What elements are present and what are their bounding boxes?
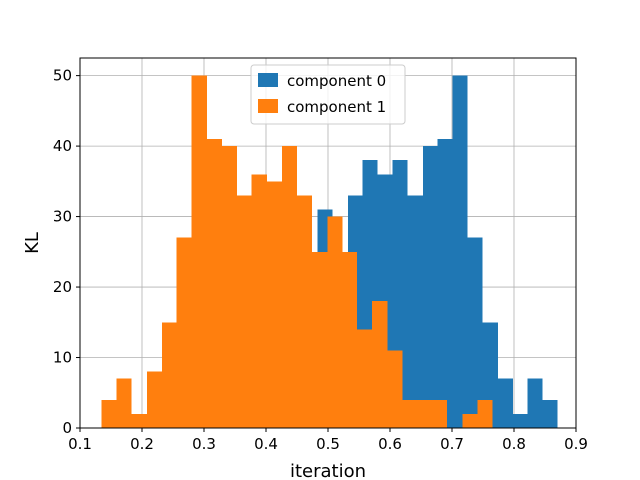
bar-component-0 bbox=[452, 75, 468, 428]
bar-component-1 bbox=[327, 216, 343, 428]
bar-component-1 bbox=[477, 399, 493, 428]
bar-component-0 bbox=[527, 378, 543, 428]
bar-component-0 bbox=[437, 139, 453, 429]
bar-component-0 bbox=[512, 413, 528, 428]
bar-component-1 bbox=[282, 146, 297, 428]
bar-component-1 bbox=[402, 399, 418, 428]
bar-component-1 bbox=[357, 329, 373, 428]
x-tick-label: 0.5 bbox=[316, 435, 340, 453]
bar-component-0 bbox=[422, 146, 438, 428]
x-tick-label: 0.4 bbox=[254, 435, 278, 453]
legend-swatch-component-1 bbox=[258, 99, 278, 113]
series-component-1-bars bbox=[101, 75, 493, 429]
bar-component-1 bbox=[176, 237, 192, 428]
y-axis-label: KL bbox=[22, 232, 43, 254]
legend-swatch-component-0 bbox=[258, 73, 278, 87]
y-tick-label: 30 bbox=[53, 208, 72, 226]
y-tick-label: 10 bbox=[53, 349, 72, 367]
bar-component-0 bbox=[407, 195, 423, 428]
x-tick-label: 0.1 bbox=[68, 435, 92, 453]
x-tick-label: 0.3 bbox=[192, 435, 216, 453]
legend-label-component-1: component 1 bbox=[287, 98, 386, 116]
bar-component-1 bbox=[297, 195, 312, 428]
x-tick-label: 0.9 bbox=[564, 435, 588, 453]
x-tick-label: 0.2 bbox=[130, 435, 154, 453]
x-tick-label: 0.7 bbox=[440, 435, 464, 453]
bar-component-1 bbox=[387, 350, 403, 428]
bar-component-1 bbox=[432, 399, 448, 428]
bar-component-0 bbox=[497, 378, 513, 428]
bar-component-1 bbox=[267, 181, 283, 428]
legend-label-component-0: component 0 bbox=[287, 72, 386, 90]
legend: component 0 component 1 bbox=[250, 64, 406, 125]
bar-component-1 bbox=[191, 75, 208, 428]
bar-component-1 bbox=[311, 251, 328, 428]
y-tick-label: 0 bbox=[62, 419, 72, 437]
y-tick-label: 20 bbox=[53, 278, 72, 296]
bar-component-1 bbox=[221, 146, 237, 428]
x-tick-label: 0.8 bbox=[502, 435, 526, 453]
bar-component-1 bbox=[207, 139, 222, 429]
bar-component-1 bbox=[101, 399, 117, 428]
bar-component-1 bbox=[236, 195, 252, 428]
bar-component-0 bbox=[467, 237, 483, 428]
bar-component-1 bbox=[251, 174, 268, 428]
bar-component-1 bbox=[417, 399, 433, 428]
x-axis-label: iteration bbox=[290, 461, 366, 480]
bar-component-0 bbox=[542, 399, 558, 428]
bar-component-1 bbox=[131, 413, 147, 428]
y-tick-label: 50 bbox=[53, 67, 72, 85]
bar-component-1 bbox=[342, 251, 358, 428]
bar-component-1 bbox=[462, 413, 478, 428]
bar-component-1 bbox=[146, 371, 162, 428]
bar-component-1 bbox=[372, 301, 388, 428]
bar-component-1 bbox=[161, 322, 177, 428]
x-tick-label: 0.6 bbox=[378, 435, 402, 453]
legend-box bbox=[250, 64, 406, 125]
axis-ticks: 0.1 0.2 0.3 0.4 0.5 0.6 0.7 0.8 0.9 0 10 20 30 40 50 bbox=[53, 67, 588, 453]
bar-component-1 bbox=[116, 378, 132, 428]
y-tick-label: 40 bbox=[53, 137, 72, 155]
